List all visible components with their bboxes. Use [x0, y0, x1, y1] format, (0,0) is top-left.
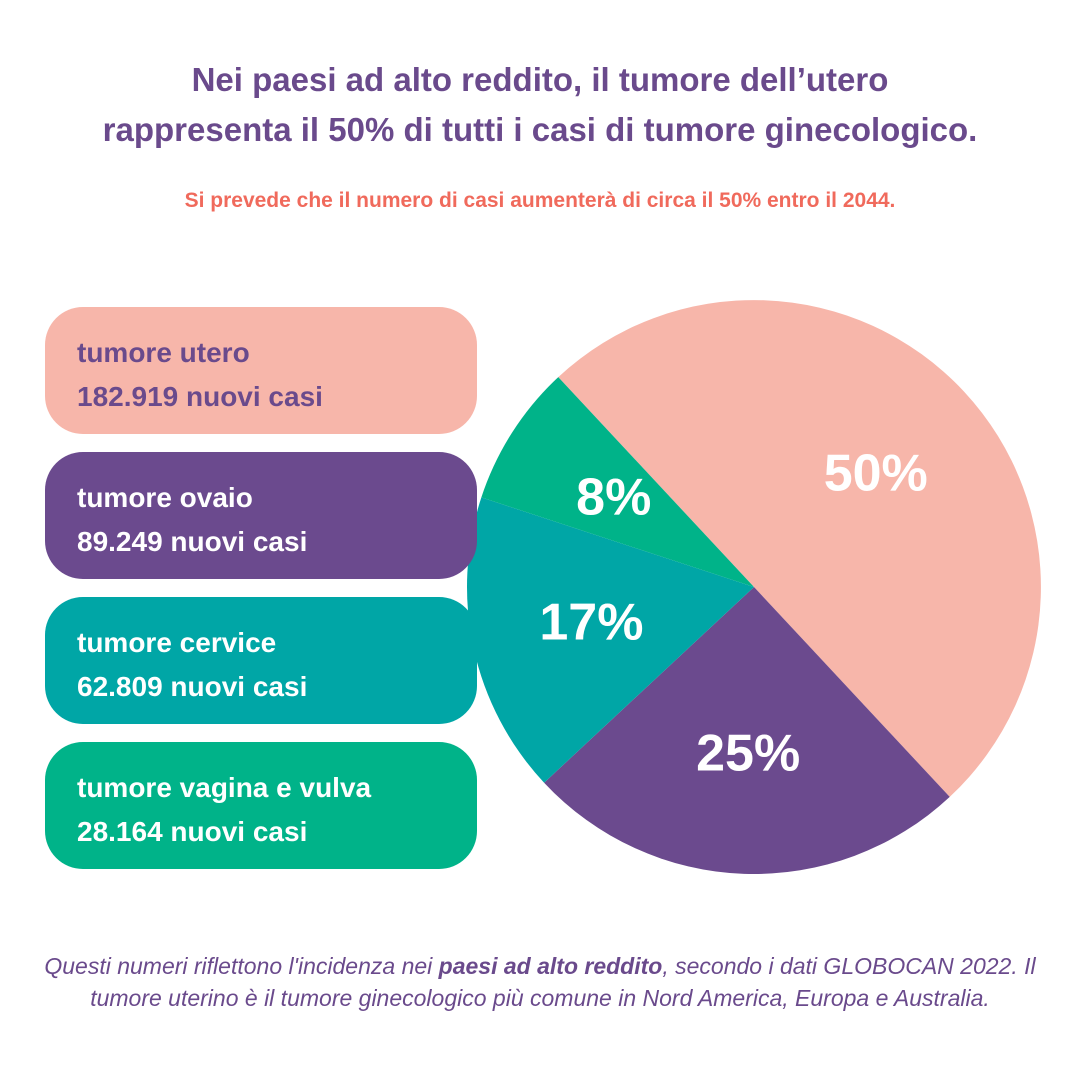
- title-line-2: rappresenta il 50% di tutti i casi di tu…: [102, 111, 978, 148]
- page-title: Nei paesi ad alto reddito, il tumore del…: [20, 55, 1060, 155]
- pie-slice-ovaio: [544, 587, 950, 874]
- subtitle: Si prevede che il numero di casi aumente…: [184, 189, 896, 212]
- legend-item-ovaio: tumore ovaio 89.249 nuovi casi: [45, 452, 477, 579]
- legend-cases-utero: 182.919 nuovi casi: [77, 381, 323, 412]
- legend-cases-ovaio: 89.249 nuovi casi: [77, 526, 308, 557]
- title-line-1: Nei paesi ad alto reddito, il tumore del…: [191, 61, 889, 98]
- legend-cases-vagina-vulva: 28.164 nuovi casi: [77, 816, 308, 847]
- legend-name-vagina-vulva: tumore vagina e vulva: [77, 772, 372, 803]
- legend-name-ovaio: tumore ovaio: [77, 482, 253, 513]
- legend-item-cervice: tumore cervice 62.809 nuovi casi: [45, 597, 477, 724]
- legend-name-utero: tumore utero: [77, 337, 250, 368]
- footer-text-before: Questi numeri riflettono l'incidenza nei: [44, 953, 439, 979]
- legend-item-utero: tumore utero 182.919 nuovi casi: [45, 307, 477, 434]
- pie-slice-utero: [558, 300, 1041, 797]
- footer-text-bold: paesi ad alto reddito: [438, 953, 663, 979]
- pie-slice-vagina-vulva: [481, 377, 754, 587]
- legend-item-vagina-vulva: tumore vagina e vulva 28.164 nuovi casi: [45, 742, 477, 869]
- legend-name-cervice: tumore cervice: [77, 627, 277, 658]
- footer-note: Questi numeri riflettono l'incidenza nei…: [40, 950, 1040, 1014]
- footer-text-after: , secondo i dati GLOBOCAN 2022. Il tumor…: [90, 953, 1036, 1011]
- pie-slice-cervice: [467, 497, 754, 783]
- legend-cases-cervice: 62.809 nuovi casi: [77, 671, 308, 702]
